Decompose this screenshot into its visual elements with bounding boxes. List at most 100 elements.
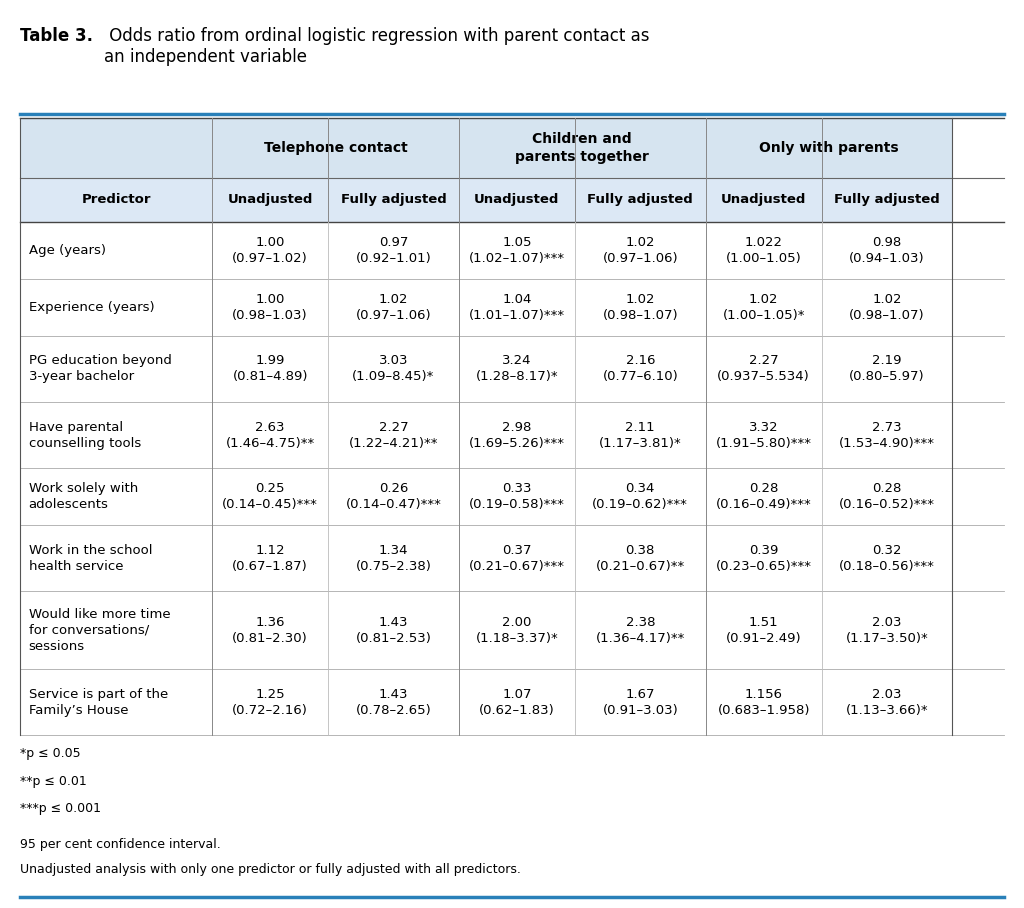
Bar [821,279,952,336]
Bar [706,525,821,591]
Bar [706,469,821,525]
Text: 2.27
(1.22–4.21)**: 2.27 (1.22–4.21)** [349,420,438,449]
Bar [574,118,706,178]
Bar [459,178,574,222]
Bar [212,279,328,336]
Text: Work solely with
adolescents: Work solely with adolescents [29,482,138,511]
Bar [574,178,706,222]
Bar [20,591,212,669]
Text: 0.37
(0.21–0.67)***: 0.37 (0.21–0.67)*** [469,544,565,573]
Bar [821,525,952,591]
Bar [706,336,821,402]
Bar [821,669,952,735]
Bar [459,222,574,279]
Text: 1.12
(0.67–1.87): 1.12 (0.67–1.87) [232,544,308,573]
Text: Predictor: Predictor [82,193,152,206]
Bar [212,222,328,279]
Bar [821,591,952,669]
Bar [212,591,328,669]
Text: 1.67
(0.91–3.03): 1.67 (0.91–3.03) [602,688,678,717]
Text: 1.36
(0.81–2.30): 1.36 (0.81–2.30) [232,616,308,645]
Bar [328,469,459,525]
Bar [328,222,459,279]
Text: 1.00
(0.97–1.02): 1.00 (0.97–1.02) [232,236,308,265]
Text: 1.02
(0.97–1.06): 1.02 (0.97–1.06) [602,236,678,265]
Bar [212,669,328,735]
Bar [20,469,212,525]
Bar [821,178,952,222]
Bar [821,525,952,591]
Bar [574,222,706,279]
Bar [328,525,459,591]
Text: 0.39
(0.23–0.65)***: 0.39 (0.23–0.65)*** [716,544,812,573]
Text: 1.51
(0.91–2.49): 1.51 (0.91–2.49) [726,616,802,645]
Bar [328,469,459,525]
Bar [706,178,821,222]
Text: 1.25
(0.72–2.16): 1.25 (0.72–2.16) [232,688,308,717]
Text: 2.38
(1.36–4.17)**: 2.38 (1.36–4.17)** [596,616,685,645]
Bar [574,525,706,591]
Bar [706,118,952,178]
Bar [821,222,952,279]
Bar [212,402,328,469]
Text: Have parental
counselling tools: Have parental counselling tools [29,420,141,449]
Text: 0.34
(0.19–0.62)***: 0.34 (0.19–0.62)*** [592,482,688,511]
Text: Children and
parents together: Children and parents together [515,133,649,163]
Text: 2.03
(1.13–3.66)*: 2.03 (1.13–3.66)* [846,688,929,717]
Text: Unadjusted: Unadjusted [721,193,806,206]
Bar [328,336,459,402]
Bar [328,669,459,735]
Bar [459,336,574,402]
Text: 1.02
(0.98–1.07): 1.02 (0.98–1.07) [602,292,678,321]
Bar [212,178,328,222]
Bar [212,402,328,469]
Bar [706,525,821,591]
Bar [20,222,212,279]
Bar [212,279,328,336]
Bar [212,118,328,178]
Bar [459,279,574,336]
Text: Unadjusted: Unadjusted [227,193,313,206]
Text: 0.33
(0.19–0.58)***: 0.33 (0.19–0.58)*** [469,482,565,511]
Bar [821,279,952,336]
Bar [459,525,574,591]
Bar [574,591,706,669]
Bar [20,469,212,525]
Bar [459,336,574,402]
Text: 2.98
(1.69–5.26)***: 2.98 (1.69–5.26)*** [469,420,565,449]
Bar [459,402,574,469]
Bar [706,591,821,669]
Text: 0.97
(0.92–1.01): 0.97 (0.92–1.01) [355,236,431,265]
Text: Would like more time
for conversations/
sessions: Would like more time for conversations/ … [29,607,170,653]
Bar [574,402,706,469]
Bar [328,279,459,336]
Bar [821,402,952,469]
Text: 1.34
(0.75–2.38): 1.34 (0.75–2.38) [355,544,431,573]
Bar [20,336,212,402]
Text: Unadjusted: Unadjusted [474,193,559,206]
Bar [20,178,212,222]
Bar [328,591,459,669]
Text: 0.28
(0.16–0.52)***: 0.28 (0.16–0.52)*** [839,482,935,511]
Bar [459,118,574,178]
Text: 1.05
(1.02–1.07)***: 1.05 (1.02–1.07)*** [469,236,565,265]
Bar [574,178,706,222]
Text: Unadjusted analysis with only one predictor or fully adjusted with all predictor: Unadjusted analysis with only one predic… [20,863,521,875]
Bar [20,279,212,336]
Text: 1.156
(0.683–1.958): 1.156 (0.683–1.958) [718,688,810,717]
Text: Fully adjusted: Fully adjusted [341,193,446,206]
Bar [20,222,212,279]
Bar [574,591,706,669]
Bar [821,336,952,402]
Bar [706,222,821,279]
Bar [706,118,821,178]
Text: 0.25
(0.14–0.45)***: 0.25 (0.14–0.45)*** [222,482,318,511]
Bar [821,222,952,279]
Text: 2.16
(0.77–6.10): 2.16 (0.77–6.10) [602,354,678,383]
Bar [459,469,574,525]
Text: 2.63
(1.46–4.75)**: 2.63 (1.46–4.75)** [225,420,314,449]
Text: 1.02
(0.97–1.06): 1.02 (0.97–1.06) [355,292,431,321]
Bar [20,178,212,222]
Bar [574,222,706,279]
Bar [328,336,459,402]
